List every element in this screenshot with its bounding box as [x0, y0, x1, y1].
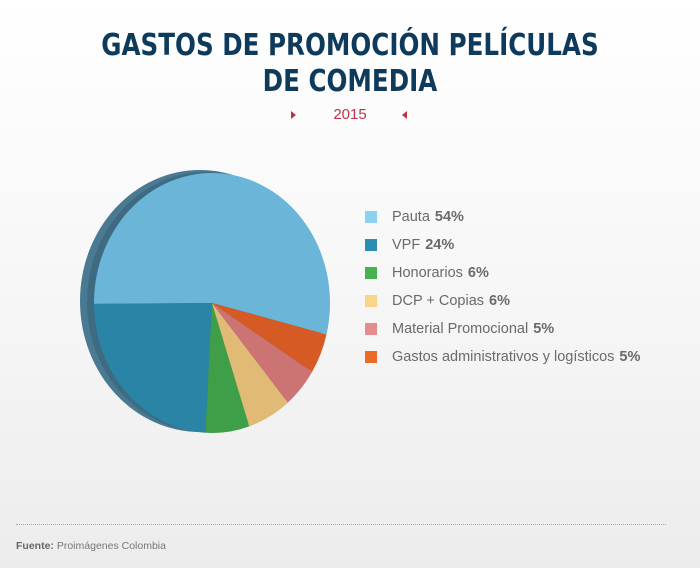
legend-label: VPF	[392, 237, 421, 253]
pie-slice-gastos-administrativos-y-log-sticos	[212, 303, 327, 372]
legend-swatch	[365, 239, 377, 251]
triangle-left-icon	[402, 111, 407, 119]
chart-title-line-1: GASTOS DE PROMOCIÓN PELÍCULAS	[101, 28, 599, 63]
legend-item: Material Promocional 5%	[365, 315, 640, 343]
legend-item: Pauta 54%	[365, 203, 640, 231]
legend-value: 24%	[425, 237, 455, 253]
chart-year: 2015	[333, 106, 367, 123]
legend-value: 6%	[467, 265, 489, 281]
legend-swatch	[365, 323, 377, 335]
pie-chart	[80, 170, 330, 434]
legend-value: 6%	[489, 293, 510, 309]
legend-label: Honorarios	[392, 265, 463, 281]
legend-swatch	[365, 211, 377, 223]
source-label: Fuente:	[16, 540, 54, 552]
legend-item: Honorarios 6%	[365, 259, 640, 287]
legend-item: DCP + Copias 6%	[365, 287, 640, 315]
legend-value: 54%	[434, 209, 464, 225]
pie-slice-vpf	[94, 303, 212, 433]
source-text: Proimágenes Colombia	[56, 540, 166, 552]
footer-divider	[16, 524, 666, 525]
chart-legend: Pauta 54% VPF 24% Honorarios 6% DCP + Copias 6%…	[365, 203, 640, 371]
legend-swatch	[365, 267, 377, 279]
chart-title-line-2: DE COMEDIA	[262, 64, 438, 99]
legend-swatch	[365, 295, 377, 307]
source-note: Fuente: Proimágenes Colombia	[16, 540, 166, 552]
triangle-right-icon	[291, 111, 296, 119]
legend-label: Material Promocional	[392, 321, 529, 337]
pie-slice-pauta	[93, 172, 330, 335]
year-row: 2015	[0, 104, 700, 126]
pie-slice-material-promocional	[212, 303, 313, 403]
legend-value: 5%	[533, 321, 555, 337]
legend-item: Gastos administrativos y logísticos 5%	[365, 343, 640, 371]
legend-value: 5%	[619, 349, 641, 365]
legend-label: Gastos administrativos y logísticos	[392, 349, 615, 365]
legend-label: Pauta	[392, 209, 430, 225]
pie-slice-dcp-copias	[212, 303, 288, 427]
chart-title: GASTOS DE PROMOCIÓN PELÍCULAS DE COMEDIA	[63, 28, 637, 100]
pie-slice-honorarios	[205, 303, 250, 434]
legend-item: VPF 24%	[365, 231, 640, 259]
legend-label: DCP + Copias	[392, 293, 485, 309]
legend-swatch	[365, 351, 377, 363]
